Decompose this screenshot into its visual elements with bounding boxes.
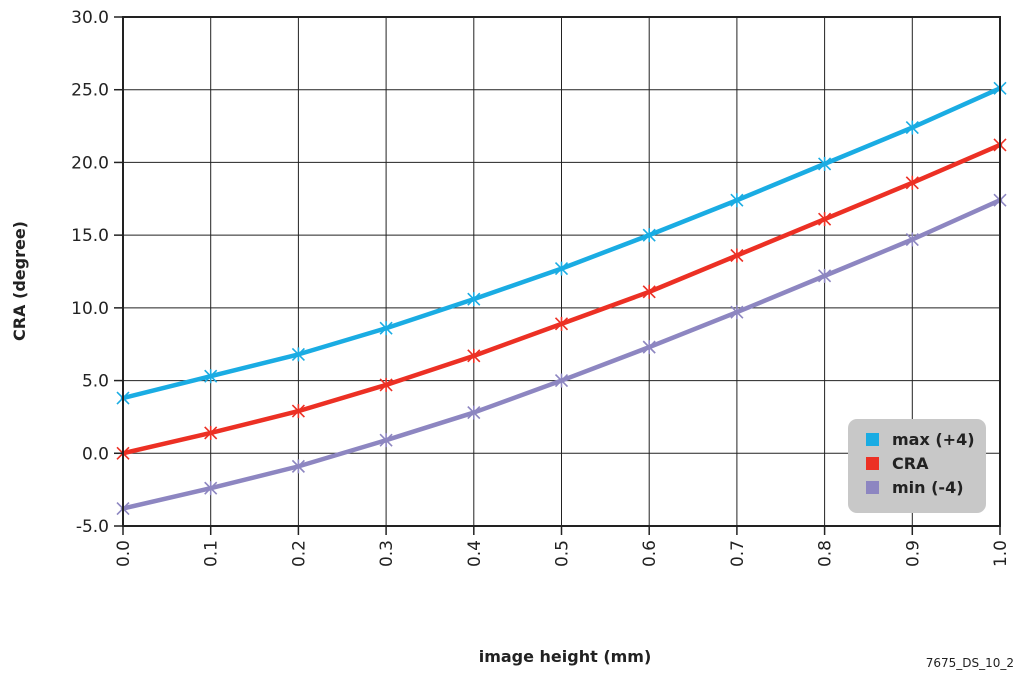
x-tick-label: 0.3 [377,540,397,567]
y-tick-label: 20.0 [71,153,109,173]
figure-code: 7675_DS_10_2 [926,656,1014,670]
x-tick-label: 0.2 [289,540,309,567]
data-point-marker [730,248,744,263]
x-axis-title: image height (mm) [479,647,652,666]
data-point-marker [818,212,832,227]
y-tick-label: 0.0 [82,444,109,464]
legend-label: max (+4) [892,430,975,449]
legend-swatch [866,433,879,446]
legend-swatch [866,481,879,494]
y-tick-label: 25.0 [71,81,109,101]
data-point-marker [554,373,569,388]
legend-box [848,419,986,513]
data-point-marker [642,284,656,299]
x-tick-label: 0.5 [553,540,573,567]
data-point-marker [818,268,832,283]
y-tick-label: -5.0 [76,517,109,537]
y-tick-label: 10.0 [71,299,109,319]
x-tick-label: 0.4 [465,540,485,567]
data-point-marker [291,404,305,419]
data-point-marker [554,261,569,276]
data-point-marker [554,316,569,331]
data-point-marker [291,459,305,474]
x-tick-label: 0.6 [640,540,660,567]
x-tick-label: 0.7 [728,540,748,567]
data-point-marker [467,292,481,307]
y-axis-ticks: -5.0 0.0 5.0 10.0 15.0 20.0 25.0 30.0 [71,8,123,537]
x-tick-label: 0.0 [114,540,134,567]
data-point-marker [642,228,656,243]
legend-swatch [866,457,879,470]
legend-items: max (+4) CRA min (-4) [866,430,975,497]
data-point-marker [291,347,305,362]
data-point-marker [905,120,919,135]
x-tick-label: 0.8 [816,540,836,567]
data-point-marker [379,433,393,448]
y-tick-label: 5.0 [82,372,109,392]
data-point-marker [204,481,218,496]
data-point-marker [204,369,218,384]
data-point-marker [730,305,744,320]
data-point-marker [467,348,481,363]
data-point-marker [818,156,832,171]
legend-label: CRA [892,454,929,473]
x-tick-label: 1.0 [991,540,1011,567]
legend-label: min (-4) [892,478,964,497]
data-point-marker [204,425,218,440]
data-point-marker [905,175,919,190]
y-axis-title: CRA (degree) [10,221,29,341]
data-point-marker [642,340,656,355]
y-tick-label: 15.0 [71,226,109,246]
x-tick-label: 0.1 [202,540,222,567]
data-point-marker [730,193,744,208]
data-point-marker [379,377,393,392]
data-point-marker [379,321,393,336]
x-axis-ticks: 0.0 0.1 0.2 0.3 0.4 0.5 0.6 0.7 0.8 0.9 1.0 [114,526,1011,567]
x-tick-label: 0.9 [903,540,923,567]
series-group [116,137,1007,461]
data-point-marker [467,405,481,420]
legend: max (+4) CRA min (-4) [848,419,986,513]
data-point-marker [905,232,919,247]
y-tick-label: 30.0 [71,8,109,28]
